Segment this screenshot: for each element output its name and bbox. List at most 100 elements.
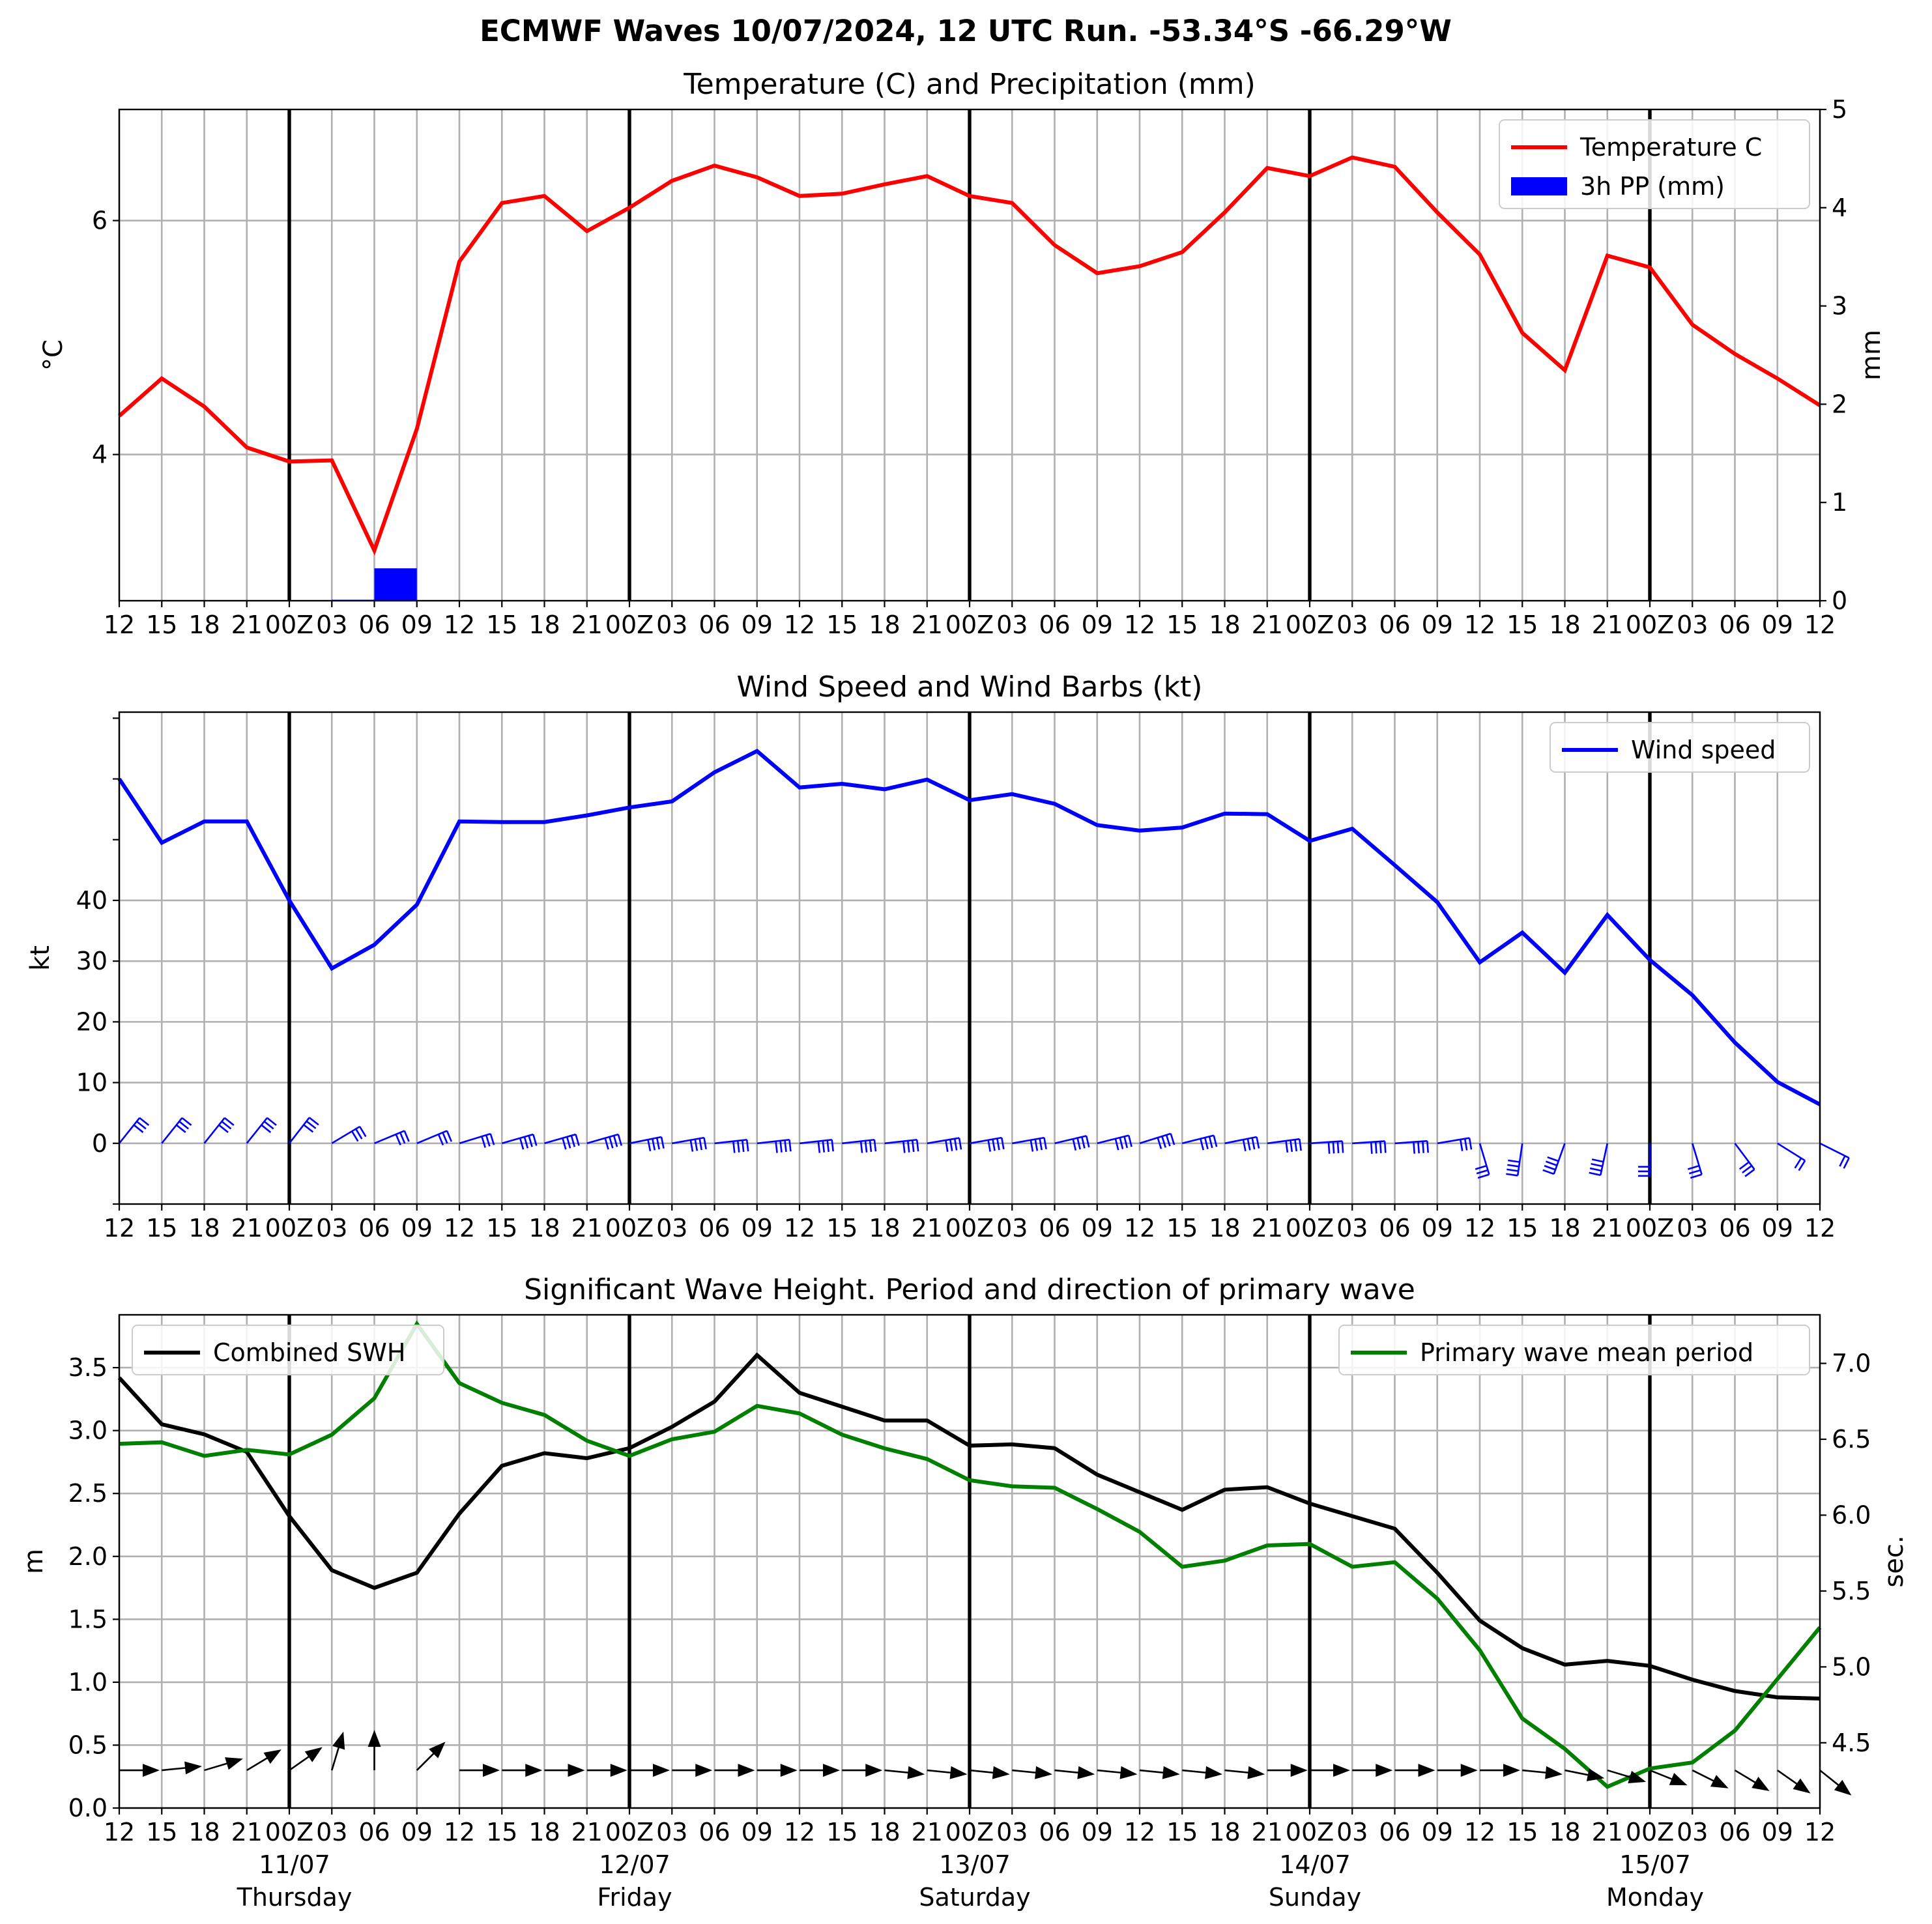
wind-barb-feather <box>1127 1135 1132 1147</box>
wind-barb-feather <box>1200 1138 1205 1151</box>
wind-barb-feather <box>1256 1136 1260 1149</box>
wind-barb-feather <box>1546 1160 1557 1166</box>
wind-barb-feather <box>306 1120 317 1129</box>
wave-direction-arrow <box>884 1766 925 1779</box>
x-tick-label: 21 <box>231 610 263 639</box>
wind-barb-feather <box>732 1141 736 1153</box>
wind-barb-feather <box>1204 1137 1209 1149</box>
x-tick-label: 00Z <box>1626 1818 1674 1846</box>
y-tick-label: 20 <box>76 1007 108 1036</box>
panel-2: 12 15 18 21 00Z 03 06 09 12 15 18 21 00Z 03 06 09 12 15 18… <box>25 670 1850 1242</box>
wave-direction-arrow <box>842 1764 883 1777</box>
x-tick-label: 15 <box>146 1214 177 1242</box>
wave-arrow-head <box>1628 1770 1647 1783</box>
wave-arrow-head <box>368 1730 381 1747</box>
wind-barb-shaft <box>1054 1135 1087 1145</box>
wave-direction-arrow <box>502 1764 543 1777</box>
wind-barb-feather <box>1547 1156 1559 1162</box>
x-tick-label: 09 <box>1422 610 1453 639</box>
wind-barb-feather <box>1081 1136 1086 1149</box>
x-tick-label: 03 <box>1677 1818 1708 1846</box>
wind-barb <box>501 1133 538 1150</box>
wind-barb <box>884 1138 919 1153</box>
wind-barb-feather <box>261 1124 272 1133</box>
wind-barb-feather <box>736 1140 740 1153</box>
wind-barb-feather <box>221 1121 232 1130</box>
x-tick-label: 15 <box>826 610 858 639</box>
wind-barb-feather <box>1742 1165 1753 1174</box>
wave-arrow-head <box>1290 1764 1308 1777</box>
legend: Temperature C 3h PP (mm) <box>1499 119 1810 209</box>
wind-barb-feather <box>652 1138 656 1151</box>
wave-arrow-head <box>263 1749 281 1764</box>
y-tick-label: 3.0 <box>68 1416 108 1445</box>
x-tick-label: 12 <box>1124 1214 1155 1242</box>
wind-barb <box>1819 1142 1850 1169</box>
wave-direction-arrow <box>1310 1764 1350 1777</box>
wind-barb-feather <box>647 1139 652 1152</box>
wind-barb-feather <box>399 1132 406 1144</box>
wave-arrow-head <box>1077 1766 1095 1779</box>
wind-barb-feather <box>609 1136 614 1149</box>
x-tick-label: 03 <box>1336 1818 1368 1846</box>
wind-barb-feather <box>1114 1138 1119 1151</box>
wave-arrow-head <box>1503 1764 1520 1777</box>
grid <box>118 109 1821 601</box>
day-separators <box>287 109 1652 601</box>
wave-arrow-head <box>823 1764 840 1777</box>
x-tick-label: 21 <box>912 610 943 639</box>
wind-barb-shaft <box>672 1136 704 1145</box>
wind-barb-feather <box>873 1140 877 1152</box>
wind-barb-shaft <box>927 1137 960 1145</box>
y2-tick-label: 6.5 <box>1832 1425 1871 1454</box>
wind-barb-feather <box>528 1135 533 1147</box>
wind-barb-feather <box>481 1136 486 1148</box>
x-tick-label: 03 <box>996 1214 1028 1242</box>
x-tick-label: 09 <box>742 1214 773 1242</box>
wind-barb-feather <box>489 1133 495 1145</box>
wind-barb-feather <box>1370 1141 1373 1154</box>
x-tick-label: 21 <box>1252 1214 1283 1242</box>
legend-label: Temperature C <box>1579 133 1762 162</box>
wave-direction-arrow <box>1352 1764 1393 1777</box>
wind-barb-feather <box>1170 1133 1175 1145</box>
wave-arrow-head <box>907 1766 925 1779</box>
wave-direction-arrow <box>1139 1766 1180 1779</box>
wind-barb-feather <box>1251 1138 1256 1150</box>
wave-direction-arrow <box>1012 1766 1052 1779</box>
wind-barb-shaft <box>1692 1143 1703 1175</box>
day-date-label: 13/07 <box>939 1850 1011 1879</box>
wave-direction-arrow <box>1182 1766 1222 1779</box>
wave-direction-arrow <box>1734 1769 1770 1791</box>
wind-barb-feather <box>694 1139 699 1151</box>
wind-barb-feather <box>1591 1158 1604 1163</box>
wind-barb-feather <box>1290 1140 1293 1153</box>
x-tick-label: 09 <box>1422 1818 1453 1846</box>
wind-barb-feather <box>1507 1164 1520 1168</box>
x-tick-label: 06 <box>1039 1818 1070 1846</box>
x-tick-label: 21 <box>571 1214 603 1242</box>
legend-box <box>1338 1325 1810 1375</box>
wave-direction-arrow <box>1819 1770 1852 1796</box>
x-tick-label: 12 <box>1464 1818 1495 1846</box>
x-tick-label: 21 <box>1592 1214 1623 1242</box>
wind-barb-feather <box>1589 1171 1601 1176</box>
wind-barb-feather <box>613 1135 618 1147</box>
x-tick-label: 09 <box>1762 1818 1793 1846</box>
y-tick-label: 3.5 <box>68 1353 108 1382</box>
wind-barb-feather <box>1542 1169 1555 1175</box>
x-tick-label: 12 <box>444 610 475 639</box>
x-tick-label: 12 <box>104 610 135 639</box>
wind-barb-feather <box>355 1128 363 1140</box>
wave-direction-arrow <box>800 1764 840 1777</box>
wind-barb-feather <box>1043 1137 1047 1150</box>
wind-barb-feather <box>1085 1136 1090 1148</box>
wind-barb-feather <box>181 1117 192 1127</box>
day-weekday-label: Saturday <box>919 1883 1030 1912</box>
wind-barb-feather <box>263 1121 274 1130</box>
x-tick-label: 21 <box>1252 1818 1283 1846</box>
y-axis-label: °C <box>38 339 68 371</box>
plot-frame <box>118 1314 1821 1809</box>
wave-arrow-head <box>143 1764 160 1777</box>
x-tick-label: 12 <box>1804 1818 1836 1846</box>
